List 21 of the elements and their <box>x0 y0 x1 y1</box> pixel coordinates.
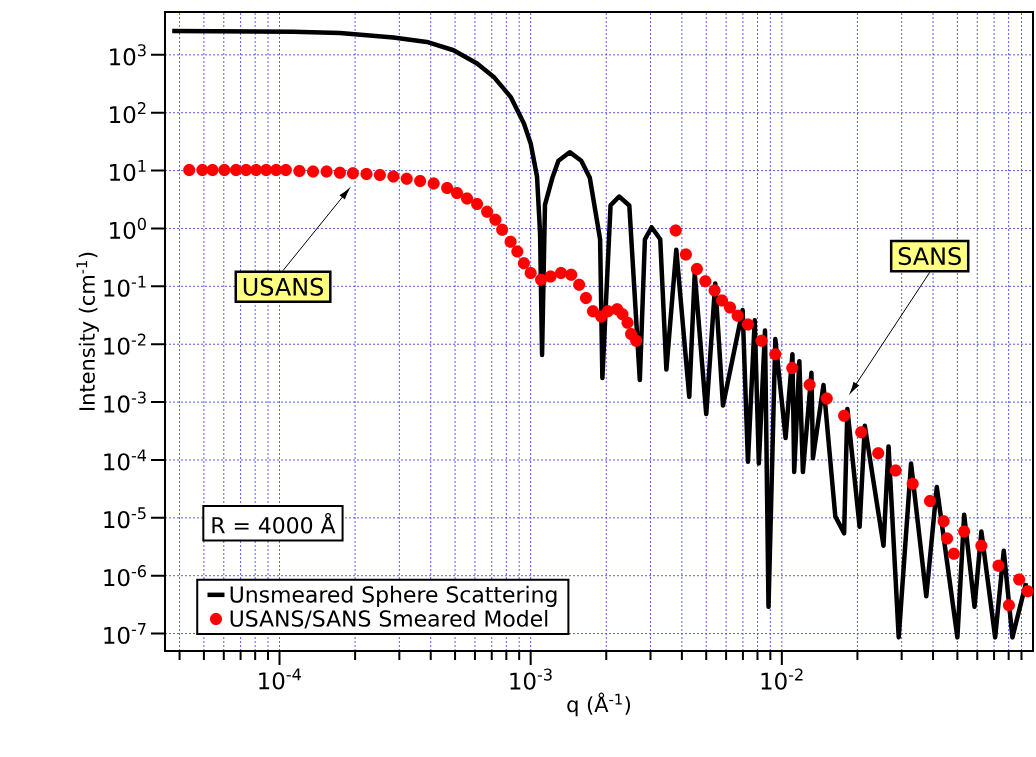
y-tick-label: 10$^{2}$ <box>110 102 146 124</box>
y-tick-label: 10$^{3}$ <box>110 44 146 66</box>
x-axis-title: q (Å$^{-1}$) <box>567 692 631 717</box>
y-tick-label: 10$^{-2}$ <box>104 333 146 355</box>
y-tick-label: 10$^{-7}$ <box>104 623 146 645</box>
y-tick-label: 10$^{-4}$ <box>104 449 147 471</box>
y-tick-label: 10$^{-6}$ <box>104 565 146 587</box>
y-tick-label: 10$^{0}$ <box>110 217 146 240</box>
y-tick-label: 10$^{1}$ <box>110 160 146 182</box>
y-axis-title: Intensity (cm$^{-1}$) <box>76 252 99 410</box>
x-tick-label: 10$^{-4}$ <box>259 668 301 690</box>
x-tick-label: 10$^{-3}$ <box>510 668 552 690</box>
annotation: SANS <box>898 247 961 266</box>
y-tick-label: 10$^{-1}$ <box>104 275 146 297</box>
annotation: R = 4000 Å <box>212 512 336 534</box>
annotation: USANS <box>243 277 323 296</box>
y-tick-label: 10$^{-3}$ <box>104 391 146 413</box>
legend-label: USANS/SANS Smeared Model <box>230 609 548 629</box>
legend-label: Unsmeared Sphere Scattering <box>230 585 557 607</box>
x-tick-label: 10$^{-2}$ <box>761 668 803 690</box>
y-tick-label: 10$^{-5}$ <box>104 507 146 529</box>
